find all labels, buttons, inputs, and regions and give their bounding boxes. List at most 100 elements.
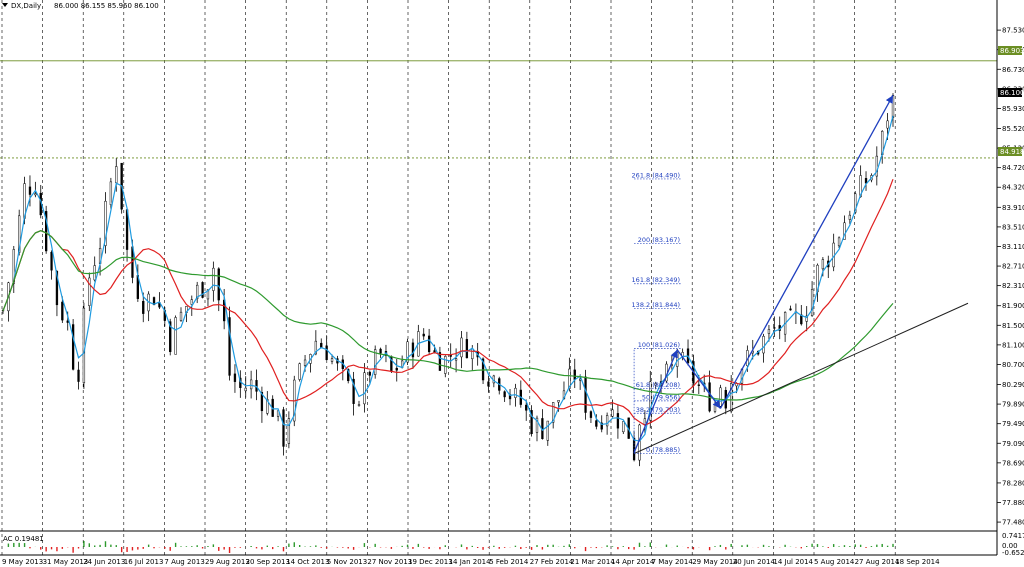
fib-level-label: 100 (81.026) <box>638 341 680 349</box>
wave-arrow <box>719 94 894 409</box>
candle-body <box>233 373 237 382</box>
wave-arrows <box>633 94 894 453</box>
candle-body <box>282 409 285 447</box>
ohlc-label: 86.000 86.155 85.960 86.100 <box>54 2 159 10</box>
indicator-tick-label: 0.00 <box>1002 542 1018 550</box>
candle-body <box>276 410 280 417</box>
candle-body <box>525 404 528 411</box>
candle-body <box>352 378 355 404</box>
x-tick-label: 14 Apr 2014 <box>611 558 655 566</box>
y-tick-label: 85.520 <box>1002 125 1024 133</box>
y-tick-label: 83.910 <box>1002 204 1024 212</box>
candle-body <box>605 415 609 427</box>
x-tick-label: 5 Feb 2014 <box>489 558 529 566</box>
candle-body <box>66 320 69 323</box>
y-tick-label: 81.900 <box>1002 302 1024 310</box>
candle-body <box>454 358 458 361</box>
candle-body <box>374 349 377 375</box>
candle-body <box>212 267 215 291</box>
horizontal-levels <box>0 60 997 159</box>
x-tick-label: 9 May 2013 <box>2 558 43 566</box>
svg-text:86.903: 86.903 <box>1000 47 1024 55</box>
candle-body <box>61 301 64 321</box>
y-tick-label: 78.280 <box>1002 479 1024 487</box>
candle-body <box>503 391 506 398</box>
candle-body <box>427 335 431 353</box>
candle-body <box>142 300 145 314</box>
ascending-trendline <box>633 302 969 455</box>
candle-body <box>589 411 593 418</box>
candle-body <box>379 348 382 354</box>
candle-body <box>864 178 868 184</box>
candle-body <box>71 324 75 370</box>
candle-body <box>77 369 80 382</box>
y-tick-label: 77.880 <box>1002 499 1024 507</box>
candle-body <box>546 420 549 441</box>
candle-body <box>325 345 328 361</box>
level-tag-upper: 86.903 <box>998 46 1024 55</box>
x-tick-label: 7 Aug 2013 <box>164 558 204 566</box>
candle-body <box>460 337 463 358</box>
y-tick-label: 77.480 <box>1002 519 1024 527</box>
y-tick-label: 86.730 <box>1002 66 1024 74</box>
candle-body <box>249 379 253 390</box>
candle-body <box>50 251 53 271</box>
candle-body <box>719 387 722 407</box>
candle-body <box>487 381 490 387</box>
candle-body <box>45 211 48 252</box>
wave-arrow <box>633 349 678 453</box>
candle-body <box>368 371 371 376</box>
x-tick-label: 24 Jun 2013 <box>83 558 125 566</box>
x-tick-label: 27 Feb 2014 <box>530 558 574 566</box>
x-tick-label: 14 Jul 2014 <box>773 558 813 566</box>
candle-body <box>557 400 560 403</box>
candle-body <box>347 369 350 382</box>
ac-indicator-panel: 0.74175 0.00-0.65299 <box>7 532 1024 557</box>
x-tick-label: 14 Oct 2013 <box>286 558 329 566</box>
wave-arrow <box>676 349 721 409</box>
y-tick-label: 79.490 <box>1002 420 1024 428</box>
candle-body <box>88 277 91 306</box>
candle-body <box>320 342 323 348</box>
candle-body <box>28 186 32 195</box>
candle-body <box>848 214 851 220</box>
candle-body <box>552 402 555 423</box>
y-tick-label: 87.530 <box>1002 27 1024 35</box>
candle-body <box>266 399 269 414</box>
candle-body <box>535 417 539 433</box>
candle-body <box>357 404 361 406</box>
candle-body <box>152 297 156 306</box>
candle-body <box>595 420 598 427</box>
candle-body <box>697 384 700 386</box>
candle-body <box>616 413 620 429</box>
x-tick-label: 16 Jul 2013 <box>124 558 164 566</box>
fib-level-label: 0 (78.885) <box>646 446 680 454</box>
candle-body <box>104 200 107 246</box>
candle-body <box>109 181 113 205</box>
y-tick-label: 82.710 <box>1002 263 1024 271</box>
candle-body <box>34 193 37 196</box>
candle-body <box>514 387 517 398</box>
y-tick-label: 80.290 <box>1002 381 1024 389</box>
y-tick-label: 79.090 <box>1002 440 1024 448</box>
candle-body <box>174 317 177 355</box>
candle-body <box>837 237 841 247</box>
candle-body <box>530 410 533 435</box>
indicator-tick-label: -0.65299 <box>1002 549 1024 557</box>
x-tick-label: 19 Dec 2013 <box>408 558 453 566</box>
candle-body <box>395 367 398 371</box>
fib-level-label: 61.8 (80.208) <box>636 381 680 389</box>
candle-body <box>573 369 576 380</box>
chart-grid <box>1 0 896 555</box>
candle-body <box>303 359 307 366</box>
current-price-label: 86.100 <box>1000 89 1024 97</box>
candle-body <box>600 422 603 430</box>
y-tick-label: 80.700 <box>1002 361 1024 369</box>
candle-body <box>196 284 199 299</box>
fibonacci-expansion: 261.8 (84.490) 200 (83.167) 161.8 (82.349)… <box>632 171 682 454</box>
x-tick-label: 20 Jun 2014 <box>733 558 776 566</box>
x-tick-label: 20 Sep 2013 <box>246 558 290 566</box>
x-tick-label: 7 May 2014 <box>652 558 694 566</box>
candle-body <box>568 368 571 389</box>
